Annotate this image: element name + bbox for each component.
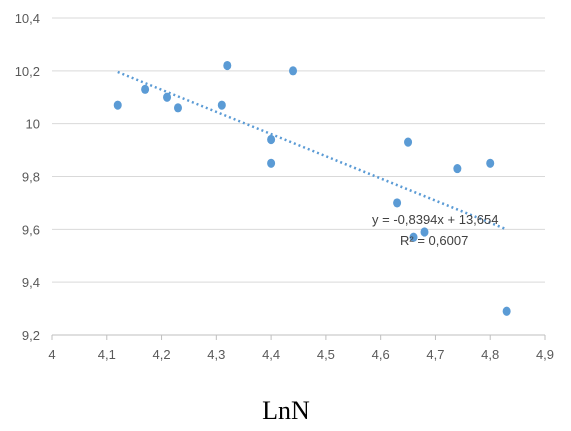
trendline [117,70,508,231]
x-tick-label: 4,9 [536,347,554,362]
data-point [502,306,511,316]
x-tick-label: 4,2 [153,347,171,362]
y-tick-label: 10 [26,117,40,132]
data-point [420,227,429,237]
gridlines [52,17,545,283]
data-point [113,100,122,110]
axes [51,334,546,340]
y-tick-label: 9,6 [22,222,40,237]
data-point [217,100,226,110]
x-tick-label: 4,6 [372,347,390,362]
data-point [404,137,413,147]
trendline-equation: y = -0,8394x + 13,654 [372,212,498,227]
data-point [409,232,418,242]
y-tick-label: 10,4 [15,11,40,26]
trend-annotations: y = -0,8394x + 13,654 R² = 0,6007 [372,212,498,248]
trendline-r2: R² = 0,6007 [400,233,468,248]
x-tick-label: 4,3 [207,347,225,362]
y-tick-label: 9,8 [22,170,40,185]
data-point [267,134,276,145]
x-tick-label: 4,5 [317,347,335,362]
y-tick-label: 9,4 [22,275,40,290]
data-point [289,66,298,76]
x-tick-label: 4,4 [262,347,280,362]
data-point [453,163,462,174]
data-point [163,92,172,102]
x-tick-label: 4,1 [98,347,116,362]
y-tick-label: 9,2 [22,328,40,343]
y-tick-label: 10,2 [15,64,40,79]
data-point [141,84,150,94]
trendline-group [117,70,508,231]
x-tick-label: 4,8 [481,347,499,362]
x-axis-title: LnN [262,396,310,425]
data-point [486,158,495,168]
data-point [393,198,402,208]
x-tick-label: 4 [48,347,55,362]
data-point [173,103,182,113]
tick-labels: 9,2 9,4 9,6 9,8 10 10,2 10,4 4 4,1 4,2 4,3 4,4 4,5 4,… [15,11,554,362]
x-tick-label: 4,7 [426,347,444,362]
data-point [223,60,232,71]
data-point [267,158,276,168]
data-points [113,60,511,316]
